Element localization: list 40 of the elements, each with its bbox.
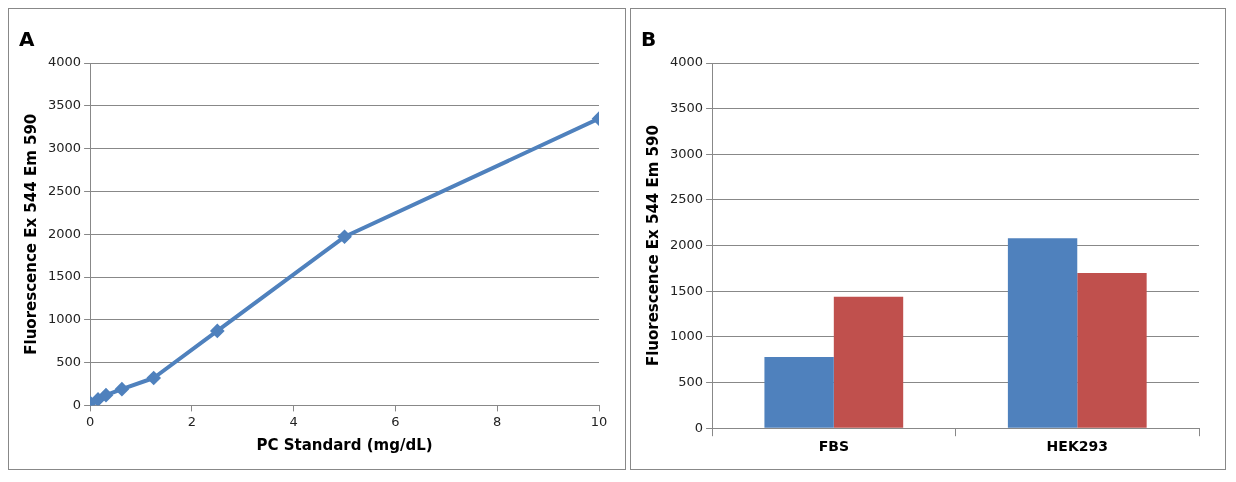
y-tick-label: 0 (72, 396, 82, 412)
x-tick-label: 6 (391, 413, 400, 429)
bar (764, 356, 834, 428)
y-tick-label: 500 (56, 353, 82, 369)
y-tick-label: 500 (678, 373, 704, 389)
point (210, 324, 224, 338)
x-tick-label: 2 (187, 413, 197, 429)
y-tick-label: 2000 (669, 236, 704, 252)
y-tick-label: 3000 (669, 145, 704, 161)
y-tick-label: 2000 (47, 225, 82, 241)
y-tick-label: 1000 (47, 311, 82, 327)
y-tick-label: 2500 (47, 182, 82, 198)
y-tick-label: 3000 (47, 139, 82, 155)
y-axis-title: Fluorescence Ex 544 Em 590 (643, 125, 662, 367)
x-tick-label: FBS (818, 438, 849, 455)
x-tick-label: 10 (590, 413, 608, 429)
point (115, 382, 129, 396)
point (147, 371, 161, 385)
point (91, 392, 105, 406)
x-tick-label: 4 (289, 413, 298, 429)
y-tick-label: 3500 (47, 97, 82, 113)
bar (833, 296, 904, 428)
y-tick-label: 1500 (47, 268, 82, 284)
x-tick-label: 0 (85, 413, 95, 429)
y-tick-label: 1000 (669, 328, 704, 344)
point (338, 230, 352, 244)
x-tick-label: 8 (493, 413, 502, 429)
y-tick-label: 4000 (669, 54, 704, 70)
point (99, 388, 113, 402)
y-tick-label: 2500 (669, 191, 704, 207)
y-axis-title: Fluorescence Ex 544 Em 590 (21, 113, 40, 355)
bar (1007, 238, 1078, 428)
y-tick-label: 4000 (47, 54, 82, 70)
x-axis-title: PC Standard (mg/dL) (256, 435, 433, 454)
chart-title: B (641, 27, 657, 52)
y-tick-label: 3500 (669, 100, 704, 116)
x-tick-label: HEK293 (1046, 438, 1108, 455)
y-tick-label: 1500 (669, 282, 704, 298)
chart-title: A (19, 27, 35, 52)
bar (1077, 272, 1147, 428)
